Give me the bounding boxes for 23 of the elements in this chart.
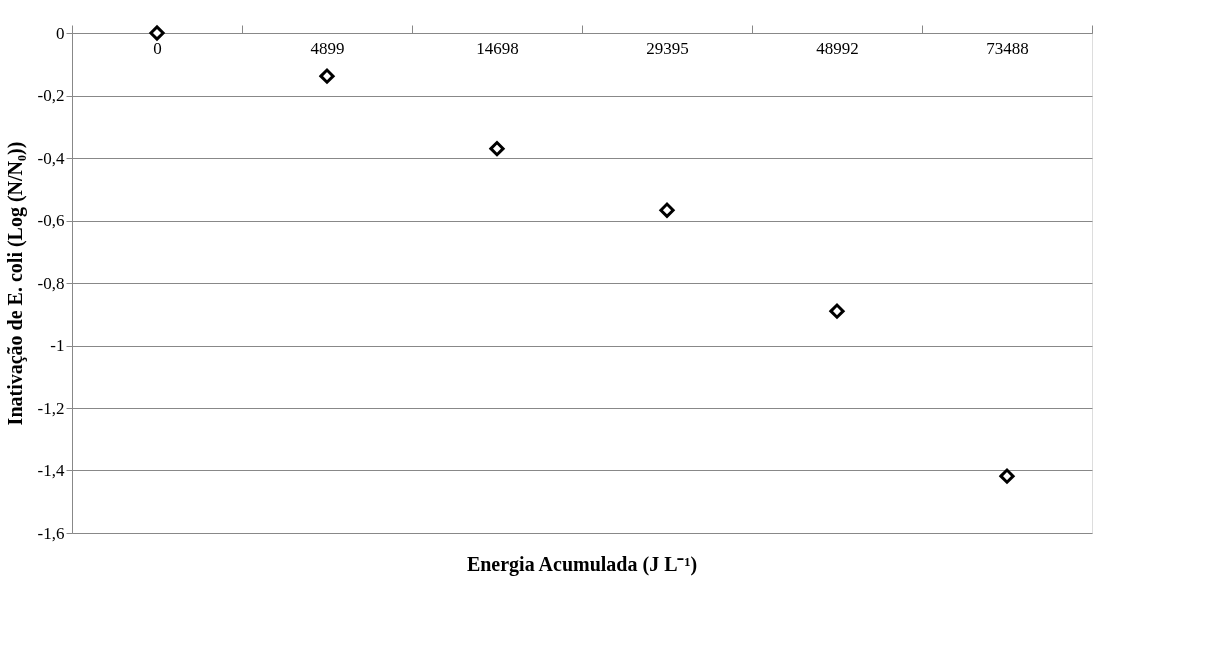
y-tick-label: -1 [50, 336, 65, 355]
x-tick-label: 29395 [646, 38, 689, 58]
point [319, 68, 335, 84]
point [489, 141, 505, 157]
x-tick-label: 0 [153, 38, 162, 58]
y-axis-title: Inativação de E. coli (Log (N/N₀)) [3, 141, 27, 426]
x-tick-label: 14698 [476, 38, 519, 58]
y-tick-label: -0,6 [37, 211, 65, 230]
point [659, 202, 675, 218]
y-tick-label: -1,2 [37, 398, 65, 418]
point [149, 25, 165, 41]
y-tick-label: -0,4 [37, 148, 65, 168]
y-tick-label: -0,8 [37, 273, 65, 293]
y-tick-label: -1,6 [37, 523, 65, 543]
x-tick-label: 4899 [310, 38, 345, 58]
point [829, 303, 845, 319]
y-tick-label: -1,4 [37, 461, 65, 480]
y-tick-label: 0 [56, 23, 65, 43]
x-tick-label: 73488 [986, 38, 1029, 58]
y-tick-label: -0,2 [37, 86, 65, 105]
x-tick-label: 48992 [816, 38, 859, 58]
point [999, 468, 1015, 484]
x-axis-title: Energia Acumulada (J L⁻¹) [466, 553, 698, 576]
